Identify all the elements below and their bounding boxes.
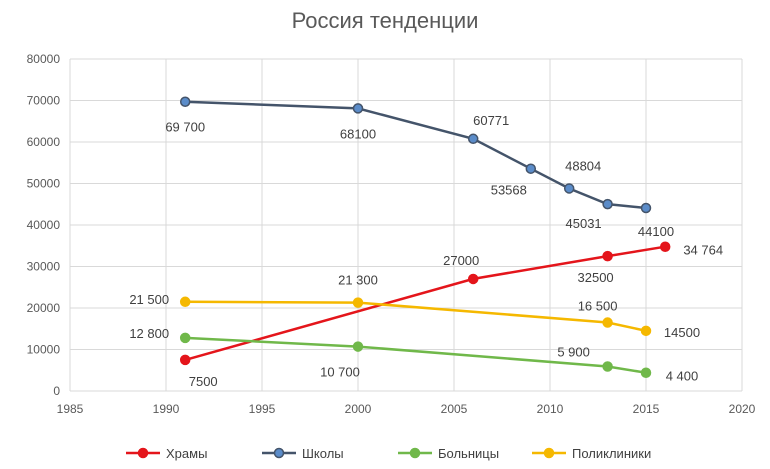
- legend-marker: [409, 447, 421, 459]
- legend-label: Школы: [302, 446, 344, 461]
- data-label: 21 300: [338, 273, 378, 288]
- legend-marker: [137, 447, 149, 459]
- data-label: 27000: [443, 253, 479, 268]
- series-line-Поликлиники: [185, 300, 647, 333]
- data-label: 5 900: [557, 345, 590, 360]
- x-axis-ticks: 1985 1990 1995 2000 2005 2010 2015 2020: [57, 402, 756, 416]
- x-tick-label: 1995: [249, 402, 276, 416]
- y-tick-label: 0: [53, 384, 60, 398]
- legend-label: Больницы: [438, 446, 499, 461]
- y-axis-ticks: 0 10000 20000 30000 40000 50000 60000 70000 8000…: [27, 52, 61, 398]
- data-label: 14500: [664, 325, 700, 340]
- data-label: 21 500: [129, 292, 169, 307]
- data-point: [467, 133, 479, 145]
- legend: Храмы Школы Больницы Поликлиники: [126, 446, 651, 461]
- x-tick-label: 1985: [57, 402, 84, 416]
- data-point: [602, 361, 613, 372]
- data-label: 48804: [565, 158, 601, 173]
- data-label: 68100: [340, 126, 376, 141]
- x-tick-label: 2010: [537, 402, 564, 416]
- data-label: 69 700: [165, 120, 205, 135]
- data-point: [179, 296, 191, 308]
- legend-marker: [543, 447, 555, 459]
- data-point: [602, 198, 613, 210]
- y-tick-label: 60000: [27, 135, 61, 149]
- data-point: [659, 241, 671, 252]
- data-point: [179, 354, 191, 366]
- series-line-Храмы: [184, 245, 666, 362]
- x-tick-label: 2005: [441, 402, 468, 416]
- data-label: 44100: [638, 224, 674, 239]
- data-point: [179, 332, 191, 344]
- legend-marker: [273, 447, 285, 459]
- data-point: [467, 273, 479, 285]
- data-label: 12 800: [129, 326, 169, 341]
- y-tick-label: 80000: [27, 52, 61, 66]
- data-point: [352, 341, 364, 352]
- series-line-Больницы: [185, 336, 647, 374]
- y-tick-label: 20000: [27, 301, 61, 315]
- x-tick-label: 1990: [153, 402, 180, 416]
- data-point: [352, 103, 364, 114]
- data-label: 10 700: [320, 365, 360, 380]
- data-point: [525, 163, 537, 174]
- x-tick-label: 2000: [345, 402, 372, 416]
- legend-label: Храмы: [166, 446, 207, 461]
- series: [179, 96, 671, 378]
- data-label: 53568: [491, 183, 527, 198]
- data-label: 34 764: [683, 243, 723, 258]
- data-label: 7500: [189, 374, 218, 389]
- y-tick-label: 10000: [27, 343, 61, 357]
- data-label: 32500: [578, 270, 614, 285]
- data-label: 4 400: [666, 369, 699, 384]
- data-labels: 7500 27000 32500 34 764 69 700 68100 60771 5356…: [129, 113, 723, 389]
- y-tick-label: 50000: [27, 177, 61, 191]
- y-tick-label: 40000: [27, 218, 61, 232]
- data-point: [179, 96, 191, 107]
- data-point: [640, 202, 652, 214]
- data-point: [640, 325, 652, 337]
- series-line-Школы: [185, 100, 647, 210]
- x-tick-label: 2020: [729, 402, 756, 416]
- chart-title: Россия тенденции: [291, 8, 479, 33]
- data-point: [352, 297, 364, 308]
- data-label: 45031: [566, 216, 602, 231]
- legend-label: Поликлиники: [572, 446, 651, 461]
- data-label: 60771: [473, 113, 509, 128]
- data-point: [640, 367, 652, 378]
- y-tick-label: 30000: [27, 260, 61, 274]
- data-point: [602, 317, 613, 328]
- y-tick-label: 70000: [27, 94, 61, 108]
- x-tick-label: 2015: [633, 402, 660, 416]
- data-point: [563, 183, 575, 194]
- data-label: 16 500: [578, 299, 618, 314]
- data-point: [602, 250, 613, 262]
